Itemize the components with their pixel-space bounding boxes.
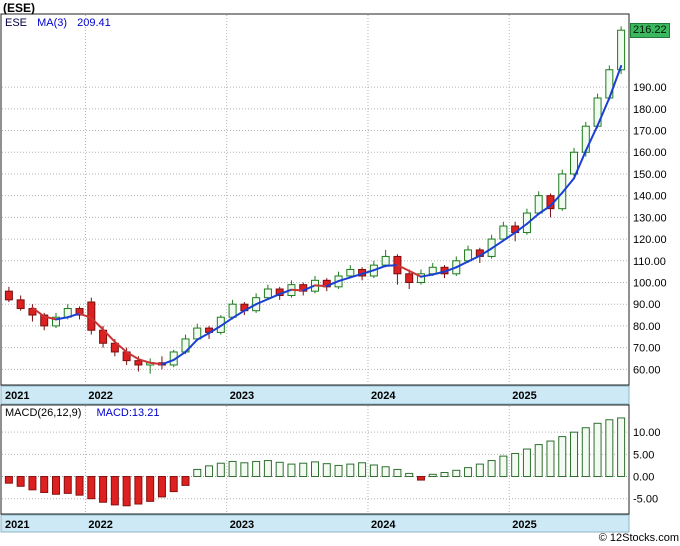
svg-text:150.00: 150.00	[633, 169, 667, 181]
macd-axis-labels: 10.00 5.00 0.00 -5.00	[633, 427, 661, 506]
copyright-credit: © 12Stocks.com	[598, 532, 679, 544]
svg-text:130.00: 130.00	[633, 212, 667, 224]
svg-text:0.00: 0.00	[633, 472, 654, 484]
svg-text:120.00: 120.00	[633, 234, 667, 246]
svg-text:2024: 2024	[371, 519, 396, 531]
main-gridlines	[2, 15, 628, 513]
svg-text:60.00: 60.00	[633, 364, 661, 376]
last-price-tag: 216.22	[630, 23, 670, 39]
macd-legend: MACD(26,12,9) MACD:13.21	[5, 407, 159, 419]
macd-value-label: MACD:13.21	[96, 407, 160, 419]
svg-text:5.00: 5.00	[633, 449, 654, 461]
svg-text:2022: 2022	[88, 519, 112, 531]
svg-text:180.00: 180.00	[633, 104, 667, 116]
svg-text:2022: 2022	[88, 390, 112, 402]
svg-text:10.00: 10.00	[633, 427, 661, 439]
svg-text:2021: 2021	[5, 390, 29, 402]
svg-text:2023: 2023	[230, 390, 254, 402]
ma-value: 209.41	[77, 17, 111, 29]
svg-text:2025: 2025	[512, 390, 536, 402]
svg-text:80.00: 80.00	[633, 321, 661, 333]
svg-text:110.00: 110.00	[633, 256, 666, 268]
svg-text:170.00: 170.00	[633, 126, 667, 138]
svg-text:2025: 2025	[512, 519, 536, 531]
svg-text:140.00: 140.00	[633, 191, 667, 203]
svg-text:90.00: 90.00	[633, 299, 661, 311]
ma-line	[31, 64, 623, 366]
year-labels: 2021 2021 2022 2022 2023 2023 2024 2024 2025 2025	[5, 390, 537, 531]
price-axis-labels: 190.00 180.00 170.00 160.00 150.00 140.00 130.…	[633, 82, 667, 376]
svg-text:190.00: 190.00	[633, 82, 667, 94]
macd-params-label: MACD(26,12,9)	[5, 407, 82, 419]
svg-text:2023: 2023	[230, 519, 254, 531]
svg-text:2021: 2021	[5, 519, 29, 531]
svg-text:100.00: 100.00	[633, 277, 667, 289]
page-title: (ESE)	[3, 1, 36, 15]
macd-histogram	[4, 417, 626, 507]
svg-text:-5.00: -5.00	[633, 494, 658, 506]
svg-text:2024: 2024	[371, 390, 396, 402]
price-legend: ESE MA(3) 209.41	[5, 17, 118, 29]
svg-text:70.00: 70.00	[633, 343, 661, 355]
svg-text:160.00: 160.00	[633, 147, 667, 159]
symbol-label: ESE	[5, 17, 28, 29]
ma-label: MA(3)	[37, 17, 68, 29]
